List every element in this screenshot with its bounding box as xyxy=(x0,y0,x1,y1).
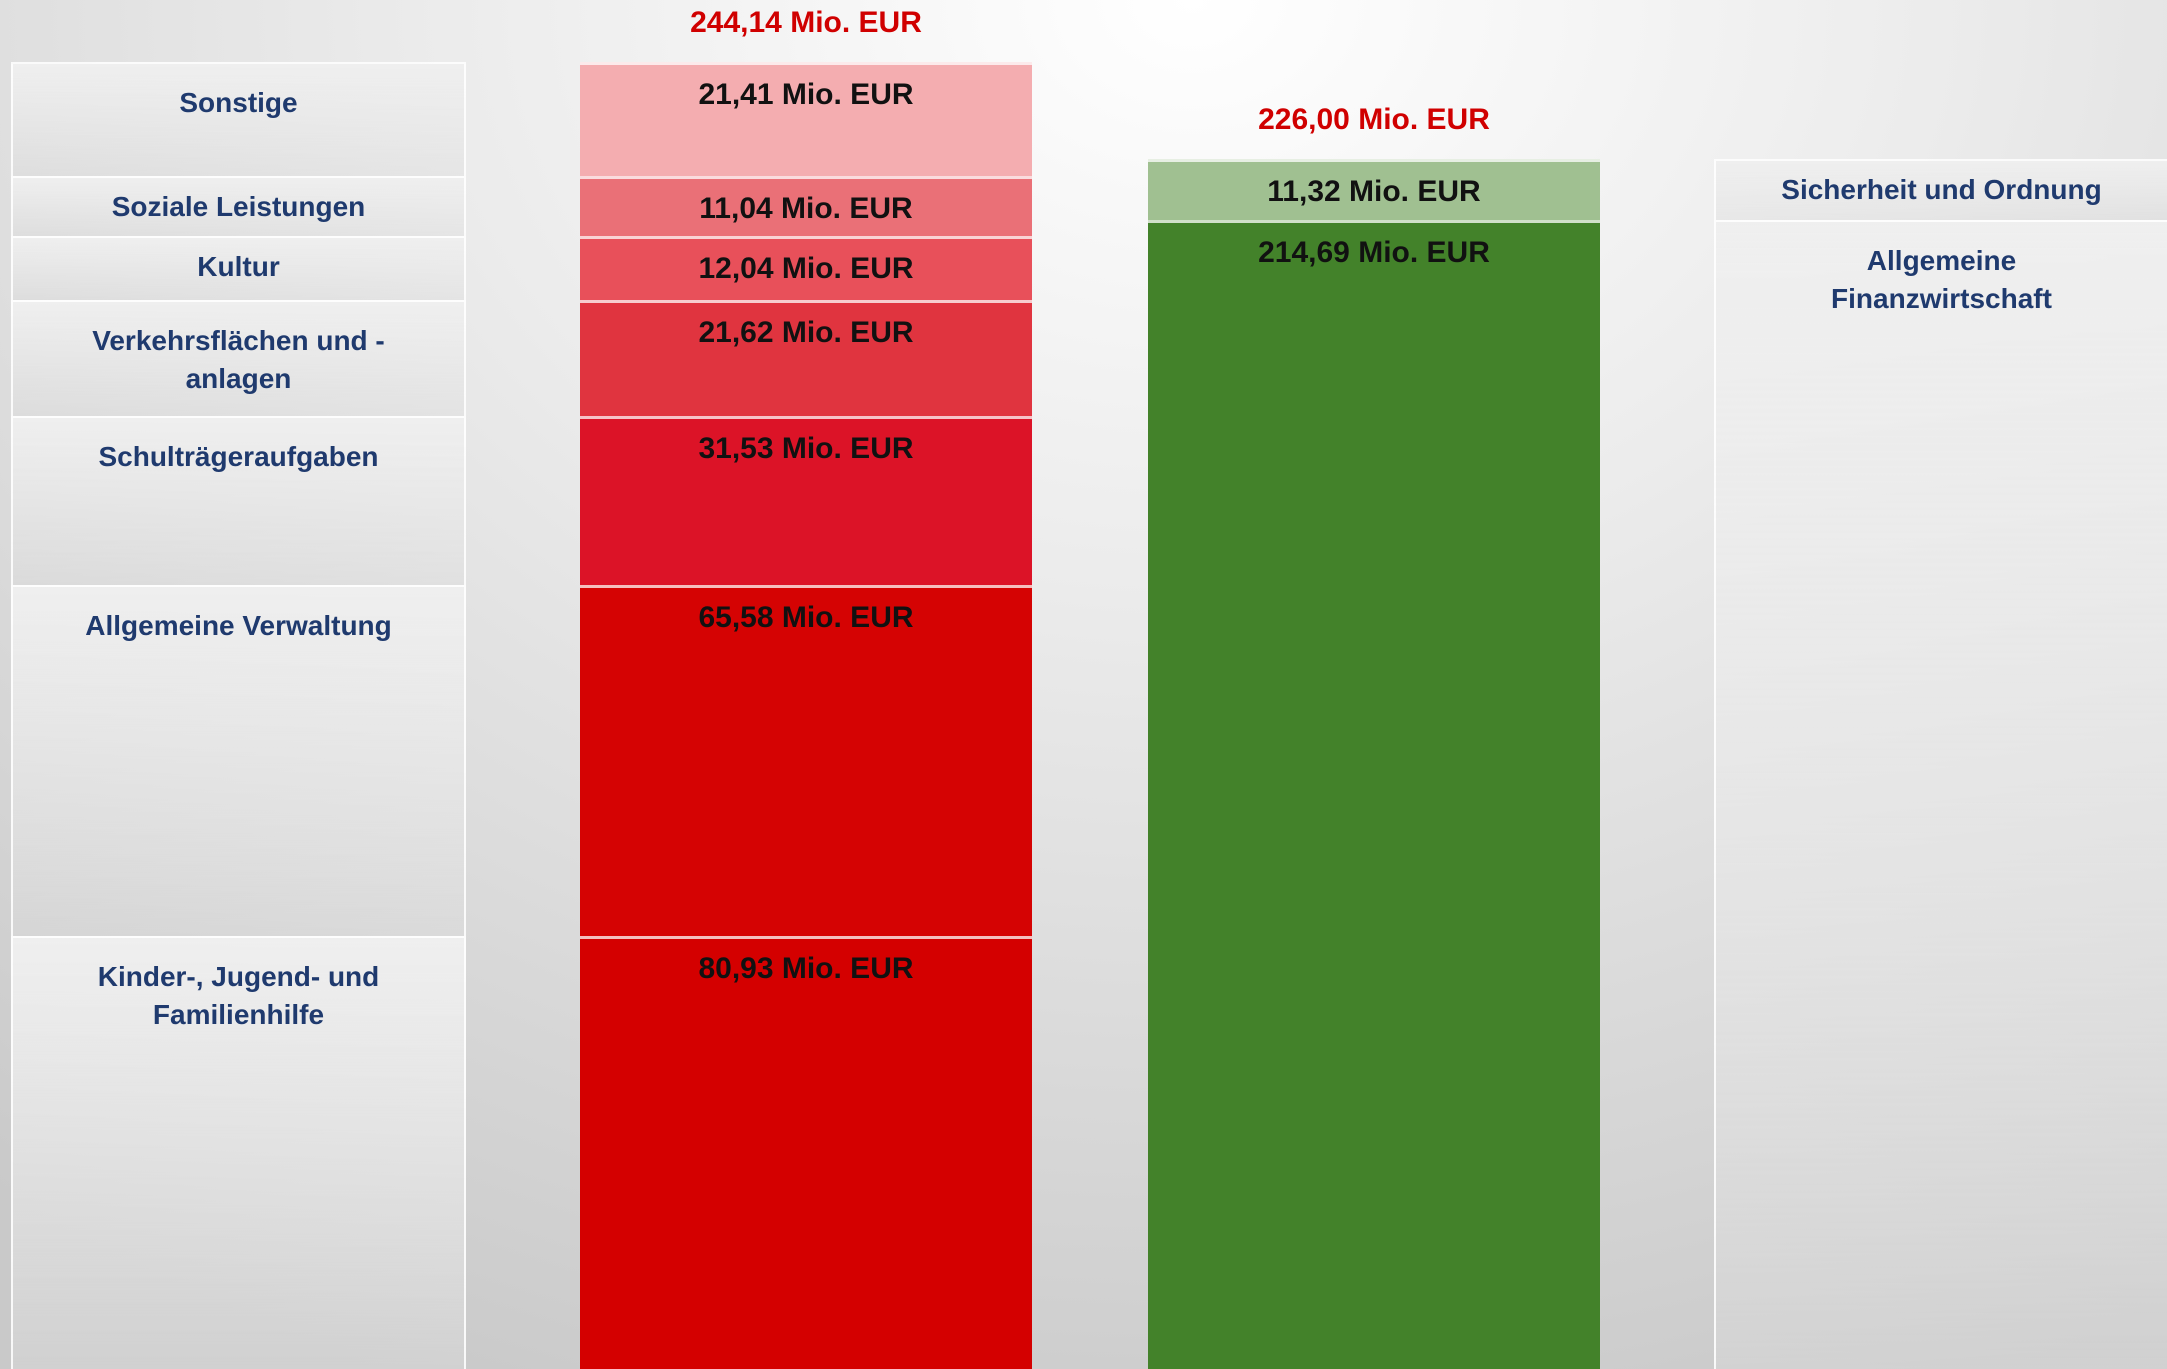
category-label: Allgemeine Finanzwirtschaft xyxy=(1831,244,2052,314)
value-label: 11,04 Mio. EUR xyxy=(699,192,913,226)
bar-segment xyxy=(580,584,1032,936)
bar-segment xyxy=(1148,219,1600,1369)
category-cell: Kinder-, Jugend- und Familienhilfe xyxy=(11,935,466,1369)
value-label: 21,41 Mio. EUR xyxy=(698,77,914,111)
value-label: 21,62 Mio. EUR xyxy=(698,316,914,350)
bar-segment xyxy=(580,935,1032,1369)
category-label: Sonstige xyxy=(179,86,298,118)
bar-segment xyxy=(580,235,1032,300)
category-label: Allgemeine Verwaltung xyxy=(85,609,392,641)
category-cell: Sicherheit und Ordnung xyxy=(1714,158,2167,222)
category-cell: Allgemeine Verwaltung xyxy=(11,584,466,938)
value-label: 65,58 Mio. EUR xyxy=(698,600,914,634)
bar-segment xyxy=(580,300,1032,416)
total-label: 244,14 Mio. EUR xyxy=(690,5,922,39)
bar-segment xyxy=(580,61,1032,177)
value-label: 80,93 Mio. EUR xyxy=(698,951,914,985)
category-label: Schulträgeraufgaben xyxy=(98,440,379,472)
category-label: Sicherheit und Ordnung xyxy=(1781,173,2102,205)
category-label: Soziale Leistungen xyxy=(111,191,366,223)
value-label: 214,69 Mio. EUR xyxy=(1258,235,1490,269)
category-label: Kultur xyxy=(197,250,280,282)
value-label: 11,32 Mio. EUR xyxy=(1267,174,1481,208)
bar-segment xyxy=(580,415,1032,585)
bar-segment xyxy=(580,176,1032,236)
value-label: 31,53 Mio. EUR xyxy=(698,431,914,465)
category-label: Verkehrsflächen und -anlagen xyxy=(92,325,385,395)
category-cell: Sonstige xyxy=(11,61,466,179)
category-cell: Allgemeine Finanzwirtschaft xyxy=(1714,219,2167,1369)
category-cell: Schulträgeraufgaben xyxy=(11,415,466,587)
category-cell: Kultur xyxy=(11,235,466,302)
total-label: 226,00 Mio. EUR xyxy=(1258,102,1490,136)
bar-segment xyxy=(1148,158,1600,220)
category-cell: Soziale Leistungen xyxy=(11,176,466,238)
category-label: Kinder-, Jugend- und Familienhilfe xyxy=(97,960,380,1030)
value-label: 12,04 Mio. EUR xyxy=(698,251,914,285)
category-cell: Verkehrsflächen und -anlagen xyxy=(11,300,466,418)
